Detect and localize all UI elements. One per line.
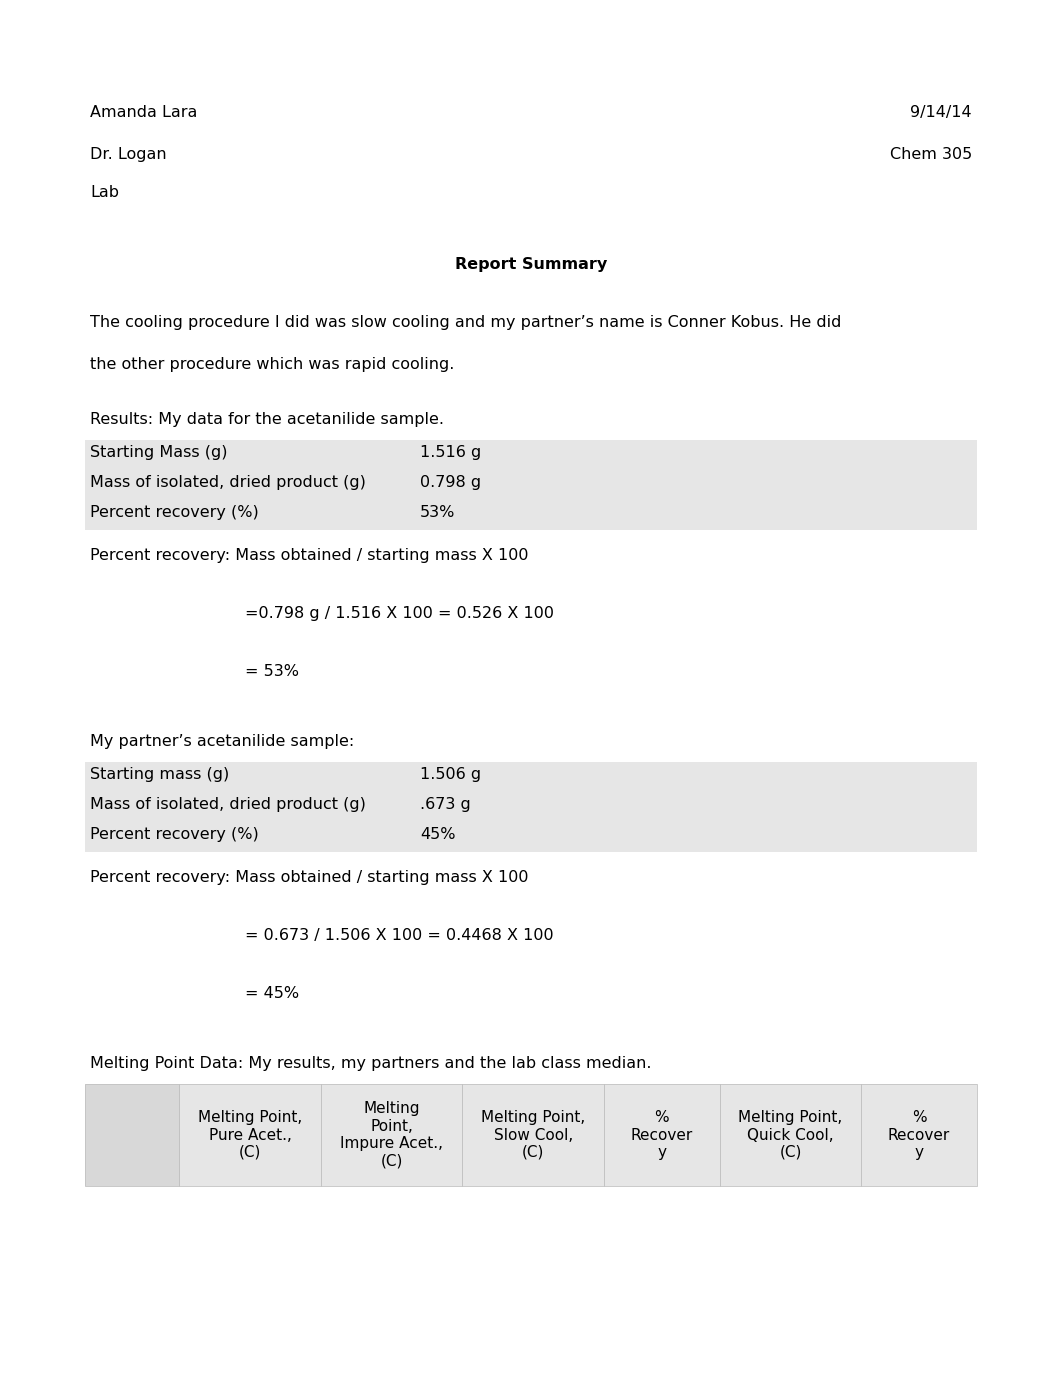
FancyBboxPatch shape xyxy=(85,792,977,822)
FancyBboxPatch shape xyxy=(85,1084,179,1186)
Text: 0.798 g: 0.798 g xyxy=(419,475,481,489)
FancyBboxPatch shape xyxy=(720,1084,861,1186)
Text: = 45%: = 45% xyxy=(245,986,299,1001)
FancyBboxPatch shape xyxy=(85,761,977,792)
Text: = 53%: = 53% xyxy=(245,664,299,679)
Text: Mass of isolated, dried product (g): Mass of isolated, dried product (g) xyxy=(90,796,366,811)
Text: %
Recover
y: % Recover y xyxy=(888,1110,950,1159)
Text: The cooling procedure I did was slow cooling and my partner’s name is Conner Kob: The cooling procedure I did was slow coo… xyxy=(90,315,841,330)
FancyBboxPatch shape xyxy=(85,500,977,530)
Text: Report Summary: Report Summary xyxy=(455,257,607,273)
Text: Percent recovery: Mass obtained / starting mass X 100: Percent recovery: Mass obtained / starti… xyxy=(90,870,529,885)
Text: Starting Mass (g): Starting Mass (g) xyxy=(90,445,227,460)
Text: Melting Point Data: My results, my partners and the lab class median.: Melting Point Data: My results, my partn… xyxy=(90,1056,651,1071)
Text: %
Recover
y: % Recover y xyxy=(631,1110,692,1159)
Text: Percent recovery (%): Percent recovery (%) xyxy=(90,826,259,841)
FancyBboxPatch shape xyxy=(85,822,977,852)
Text: 1.506 g: 1.506 g xyxy=(419,767,481,782)
Text: the other procedure which was rapid cooling.: the other procedure which was rapid cool… xyxy=(90,357,455,372)
Text: Results: My data for the acetanilide sample.: Results: My data for the acetanilide sam… xyxy=(90,412,444,427)
Text: Melting Point,
Pure Acet.,
(C): Melting Point, Pure Acet., (C) xyxy=(198,1110,303,1159)
Text: 45%: 45% xyxy=(419,826,456,841)
Text: Amanda Lara: Amanda Lara xyxy=(90,105,198,120)
Text: Melting Point,
Slow Cool,
(C): Melting Point, Slow Cool, (C) xyxy=(481,1110,585,1159)
Text: 1.516 g: 1.516 g xyxy=(419,445,481,460)
Text: =0.798 g / 1.516 X 100 = 0.526 X 100: =0.798 g / 1.516 X 100 = 0.526 X 100 xyxy=(245,606,554,621)
Text: Melting Point,
Quick Cool,
(C): Melting Point, Quick Cool, (C) xyxy=(738,1110,842,1159)
FancyBboxPatch shape xyxy=(85,1084,977,1186)
FancyBboxPatch shape xyxy=(321,1084,462,1186)
Text: Starting mass (g): Starting mass (g) xyxy=(90,767,229,782)
FancyBboxPatch shape xyxy=(85,441,977,470)
FancyBboxPatch shape xyxy=(604,1084,720,1186)
Text: Mass of isolated, dried product (g): Mass of isolated, dried product (g) xyxy=(90,475,366,489)
FancyBboxPatch shape xyxy=(179,1084,321,1186)
FancyBboxPatch shape xyxy=(861,1084,977,1186)
Text: 53%: 53% xyxy=(419,504,456,519)
Text: Melting
Point,
Impure Acet.,
(C): Melting Point, Impure Acet., (C) xyxy=(340,1102,443,1169)
Text: Dr. Logan: Dr. Logan xyxy=(90,147,167,162)
Text: Percent recovery: Mass obtained / starting mass X 100: Percent recovery: Mass obtained / starti… xyxy=(90,548,529,563)
Text: Chem 305: Chem 305 xyxy=(890,147,972,162)
Text: Lab: Lab xyxy=(90,185,119,200)
Text: My partner’s acetanilide sample:: My partner’s acetanilide sample: xyxy=(90,734,355,749)
FancyBboxPatch shape xyxy=(462,1084,604,1186)
Text: = 0.673 / 1.506 X 100 = 0.4468 X 100: = 0.673 / 1.506 X 100 = 0.4468 X 100 xyxy=(245,928,553,943)
Text: .673 g: .673 g xyxy=(419,796,470,811)
Text: 9/14/14: 9/14/14 xyxy=(910,105,972,120)
FancyBboxPatch shape xyxy=(85,470,977,500)
Text: Percent recovery (%): Percent recovery (%) xyxy=(90,504,259,519)
